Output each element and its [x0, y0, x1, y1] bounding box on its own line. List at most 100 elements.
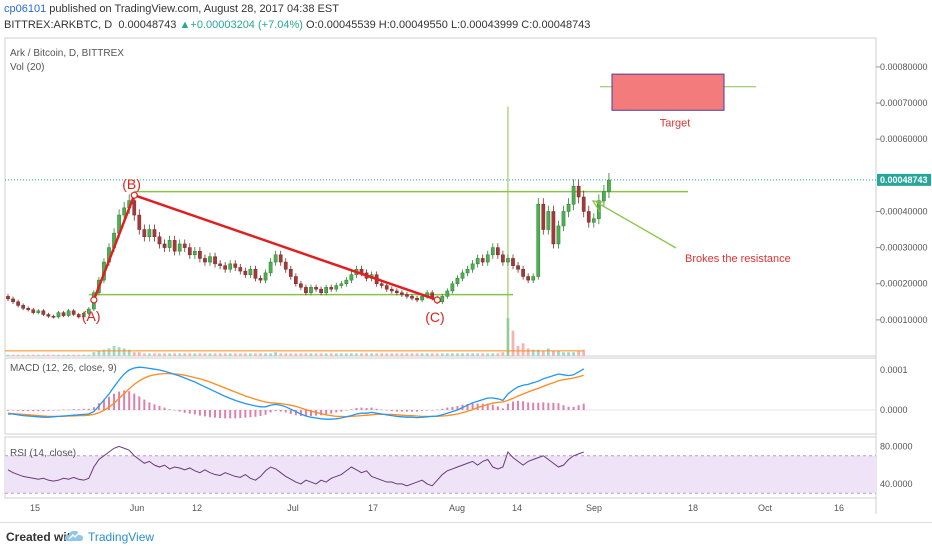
x-tick-label: 15	[30, 503, 40, 513]
candle	[203, 258, 207, 263]
x-tick-label: Sep	[586, 503, 602, 513]
volume-bar	[183, 353, 187, 356]
symbol: BITTREX:ARKBTC, D	[4, 19, 113, 31]
candle	[521, 269, 525, 277]
candle	[450, 283, 455, 292]
tradingview-cloud-icon[interactable]	[64, 529, 84, 548]
macd-signal-line	[7, 372, 584, 418]
volume-bar	[440, 353, 444, 356]
macd-histogram-bar	[254, 410, 257, 417]
macd-tick-label: 0.0001	[880, 365, 908, 375]
note-label: Brokes the resistance	[685, 253, 791, 265]
macd-histogram-bar	[299, 410, 302, 416]
macd-histogram-bar	[62, 409, 65, 411]
volume-bar	[582, 349, 586, 356]
candle	[248, 269, 253, 275]
rsi-tick-label: 40.0000	[880, 479, 913, 489]
macd-histogram-bar	[224, 410, 227, 419]
volume-bar	[264, 353, 267, 356]
volume-bar	[355, 353, 358, 356]
volume-bar	[47, 354, 50, 356]
macd-histogram-bar	[274, 410, 277, 412]
candle	[455, 278, 460, 284]
macd-histogram-bar	[138, 396, 141, 410]
x-tick-label: 12	[192, 503, 202, 513]
footer: Created with TradingView	[0, 522, 932, 551]
macd-histogram-bar	[355, 408, 358, 410]
rsi-tick-label: 80.0000	[880, 441, 913, 451]
candle	[253, 269, 258, 279]
candle	[66, 310, 71, 316]
label-b: (B)	[122, 176, 141, 192]
macd-histogram-bar	[577, 405, 580, 410]
macd-histogram-bar	[421, 410, 424, 411]
candle	[339, 283, 344, 286]
macd-histogram-bar	[547, 402, 550, 410]
macd-histogram-bar	[542, 402, 545, 410]
macd-histogram-bar	[552, 402, 555, 410]
x-tick-label: 17	[368, 503, 378, 513]
candle	[6, 296, 10, 300]
volume-bar	[16, 354, 20, 356]
candle	[440, 296, 445, 303]
macd-histogram-bar	[42, 410, 45, 412]
volume-bar	[72, 354, 76, 356]
price-tick-label: 0.00040000	[880, 206, 928, 216]
volume-bar	[294, 353, 298, 356]
volume-bar	[481, 353, 485, 356]
candle	[465, 269, 470, 274]
candle	[31, 309, 36, 313]
main-pane-title: Ark / Bitcoin, D, BITTREX	[10, 48, 124, 59]
volume-bar	[531, 349, 535, 356]
macd-histogram-bar	[350, 409, 353, 410]
volume-bar	[77, 354, 81, 356]
candle	[26, 308, 31, 310]
volume-bar	[107, 348, 111, 356]
tradingview-brand[interactable]: TradingView	[88, 530, 155, 544]
volume-bar	[233, 353, 237, 356]
volume-bar	[173, 353, 177, 356]
macd-histogram-bar	[294, 410, 297, 416]
candle	[526, 276, 530, 281]
volume-bar	[238, 353, 242, 356]
candle	[329, 287, 334, 290]
candle	[223, 265, 228, 270]
candle	[61, 312, 66, 316]
macd-tick-label: 0.0000	[880, 405, 908, 415]
candle	[283, 261, 288, 270]
macd-histogram-bar	[340, 410, 343, 412]
macd-histogram-bar	[476, 403, 479, 410]
publisher-name[interactable]: cp06101	[4, 3, 47, 15]
candle	[86, 308, 91, 314]
macd-histogram-bar	[486, 403, 489, 410]
rsi-label: RSI (14, close)	[10, 448, 77, 459]
price-tick-label: 0.00030000	[880, 243, 928, 253]
candle	[157, 236, 162, 245]
volume-bar	[223, 353, 227, 356]
candle	[278, 254, 283, 263]
x-tick-label: Jul	[287, 503, 299, 513]
volume-bar	[577, 350, 581, 356]
macd-histogram-bar	[562, 405, 565, 410]
volume-bar	[491, 353, 495, 356]
symbol-line: BITTREX:ARKBTC, D 0.00048743 ▲+0.0000320…	[4, 19, 590, 31]
volume-bar	[299, 353, 303, 356]
candle	[379, 283, 384, 286]
volume-bar	[82, 354, 86, 356]
macd-histogram-bar	[77, 409, 80, 410]
macd-histogram-bar	[370, 407, 373, 410]
candle	[167, 240, 172, 248]
candle	[142, 229, 147, 237]
volume-bar	[309, 353, 313, 356]
volume-bar	[415, 353, 419, 356]
x-tick-label: 16	[834, 503, 844, 513]
volume-bar	[122, 348, 126, 356]
candle	[541, 203, 546, 230]
volume-bar	[57, 354, 60, 356]
candle	[400, 292, 404, 295]
volume-bar	[158, 353, 161, 356]
volume-bar	[254, 353, 257, 356]
candle	[152, 229, 157, 237]
volume-bar	[385, 353, 389, 356]
